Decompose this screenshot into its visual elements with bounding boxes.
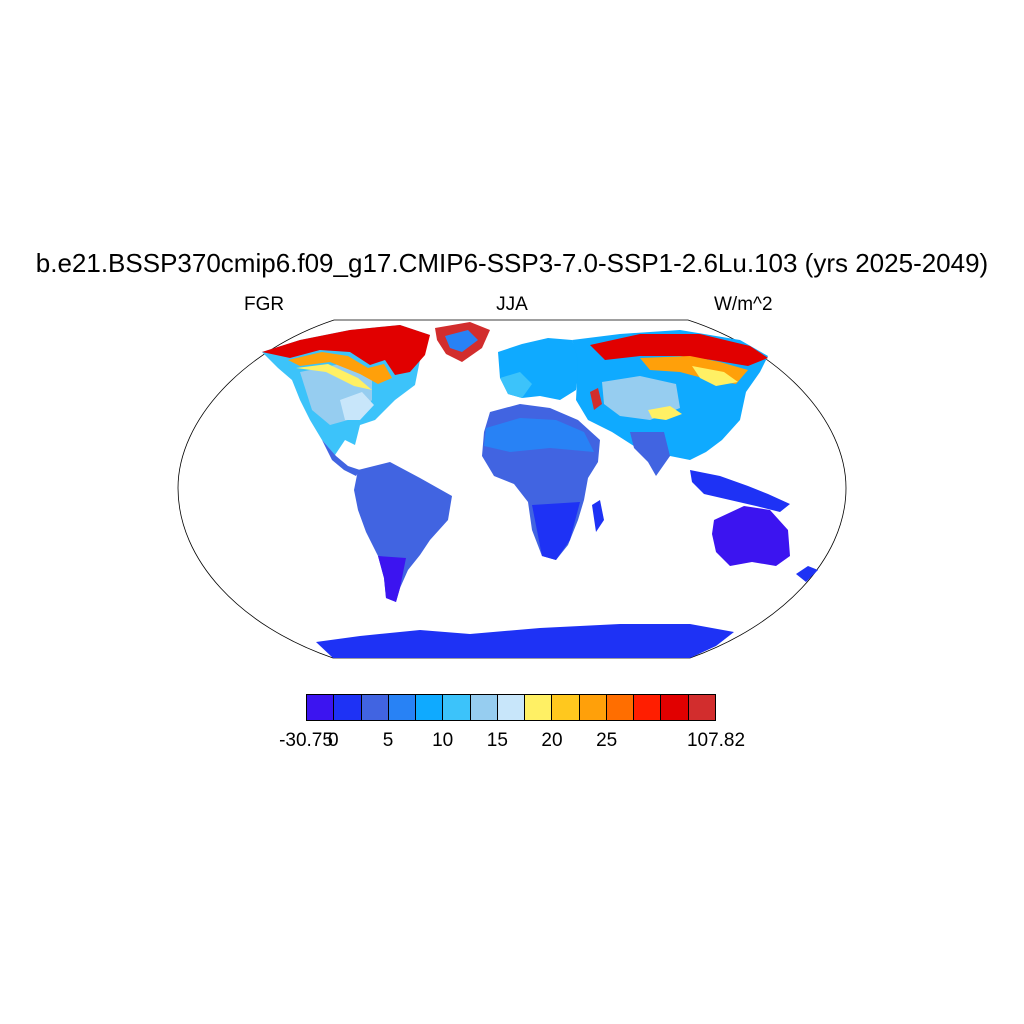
se-asia-islands: [690, 470, 790, 512]
colorbar-tick-label: 20: [541, 730, 563, 751]
plot-title: b.e21.BSSP370cmip6.f09_g17.CMIP6-SSP3-7.…: [35, 248, 989, 278]
australia-land: [712, 506, 790, 566]
colorbar-box: [661, 695, 689, 720]
colorbar-box: [634, 695, 662, 720]
colorbar-box: [470, 695, 498, 720]
colorbar-box: [497, 695, 526, 720]
south-america-south: [378, 556, 406, 602]
colorbar-box: [416, 695, 444, 720]
siberia-yellow: [692, 366, 738, 386]
colorbar-tick-label: 0: [328, 730, 339, 751]
europe-west: [500, 372, 532, 398]
season-label: JJA: [496, 294, 528, 315]
colorbar-box: [334, 695, 362, 720]
colorbar-box: [443, 695, 471, 720]
antarctica-land: [316, 624, 734, 658]
tibet-warm: [648, 406, 682, 420]
colorbar-box: [388, 695, 417, 720]
colorbar-box: [579, 695, 607, 720]
siberia-warm: [590, 334, 768, 366]
colorbar-box: [525, 695, 553, 720]
south-asia-land: [630, 432, 670, 476]
canada-orange-band: [288, 352, 392, 384]
colorbar-box: [307, 695, 335, 720]
colorbar-box: [688, 695, 715, 720]
greenland-interior: [445, 330, 478, 352]
caspian-sea: [590, 388, 602, 410]
colorbar-box: [606, 695, 635, 720]
colorbar-tick-label: 15: [486, 730, 508, 751]
colorbar-tick-label: 10: [432, 730, 454, 751]
variable-label: FGR: [244, 294, 285, 315]
colorbar-tick-label: 107.82: [686, 730, 746, 751]
colorbar-tick-label: -30.75: [279, 730, 333, 751]
units-label: W/m^2: [714, 294, 773, 315]
southern-africa: [532, 502, 580, 560]
colorbar-tick-label: 25: [596, 730, 618, 751]
sahara-band: [484, 418, 594, 452]
arctic-canada-warm: [262, 325, 430, 375]
colorbar-box: [552, 695, 580, 720]
madagascar: [592, 500, 604, 532]
canada-yellow-band: [296, 364, 372, 390]
colorbar-tick-label: 5: [382, 730, 394, 751]
north-america-east: [340, 392, 374, 420]
colorbar-box: [361, 695, 389, 720]
central-america-land: [322, 440, 360, 476]
south-america-land: [354, 462, 452, 602]
colorbar: [306, 694, 716, 721]
new-zealand: [796, 566, 818, 582]
